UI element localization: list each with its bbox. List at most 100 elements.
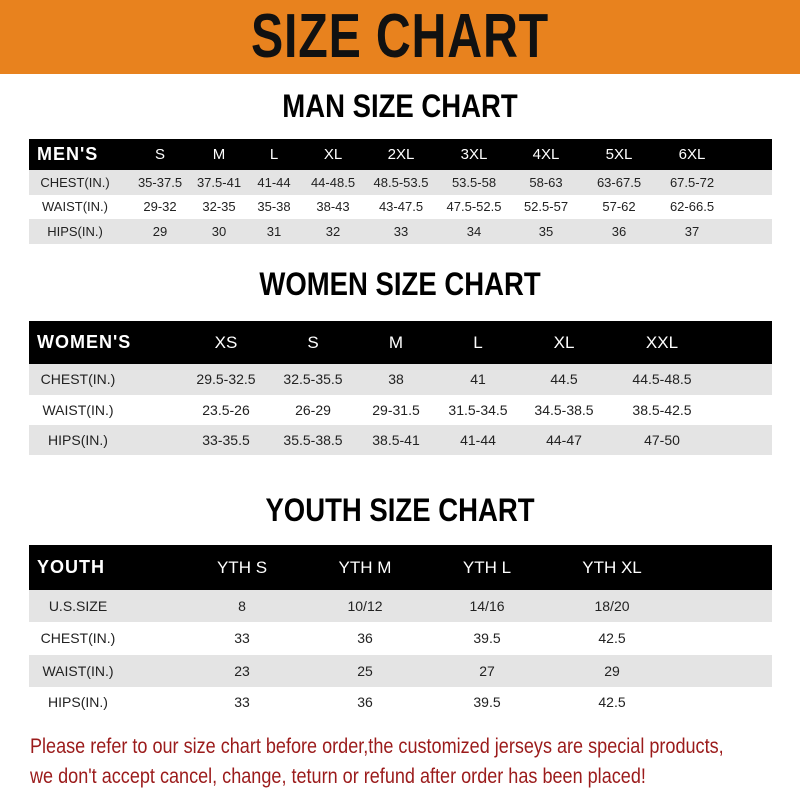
table-cell: 25 xyxy=(357,663,373,679)
size-header-cell: 6XL xyxy=(678,146,706,163)
size-header-cell: XL xyxy=(553,333,575,352)
table-cell: 43-47.5 xyxy=(378,199,424,214)
table-row: CHEST(IN.) 29.5-32.5 32.5-35.5 38 41 44.5 44.5… xyxy=(29,364,772,395)
table-row: WAIST(IN.) 29-32 32-35 35-38 38-43 43-47.5 47.… xyxy=(29,195,772,219)
table-header-row: MEN'S S M L XL 2XL 3XL 4XL 5XL 6XL xyxy=(29,139,772,170)
table-cell: 36 xyxy=(357,630,373,646)
table-cell: 44-48.5 xyxy=(310,175,356,190)
size-header-cell: S xyxy=(154,146,166,163)
table-cell: 29 xyxy=(152,224,168,239)
footer-notice-line-2: we don't accept cancel, change, teturn o… xyxy=(30,765,646,788)
table-cell: 52.5-57 xyxy=(523,199,569,214)
table-cell: 14/16 xyxy=(469,598,505,614)
table-cell: 35-37.5 xyxy=(137,175,183,190)
table-header-row: WOMEN'S XS S M L XL XXL xyxy=(29,321,772,364)
table-cell: 26-29 xyxy=(295,402,331,418)
table-cell: 41-44 xyxy=(460,432,496,448)
size-header-cell: 5XL xyxy=(605,146,633,163)
measurement-label: CHEST(IN.) xyxy=(40,175,110,190)
table-cell: 31 xyxy=(266,224,282,239)
table-cell: 58-63 xyxy=(529,175,563,190)
youth-section-title: YOUTH SIZE CHART xyxy=(265,492,535,528)
table-cell: 18/20 xyxy=(594,598,630,614)
measurement-label: CHEST(IN.) xyxy=(40,371,116,387)
table-row: WAIST(IN.) 23.5-26 26-29 29-31.5 31.5-34.5 34… xyxy=(29,395,772,425)
size-header-cell: YTH L xyxy=(462,558,512,577)
table-cell: 48.5-53.5 xyxy=(373,175,429,190)
size-header-cell: 2XL xyxy=(387,146,415,163)
table-cell: 38.5-42.5 xyxy=(632,402,692,418)
table-cell: 34.5-38.5 xyxy=(534,402,594,418)
table-cell: 23.5-26 xyxy=(202,402,250,418)
table-row: HIPS(IN.) 33 36 39.5 42.5 xyxy=(29,687,772,718)
table-cell: 29-32 xyxy=(143,199,177,214)
table-cell: 39.5 xyxy=(473,694,501,710)
table-cell: 32.5-35.5 xyxy=(283,371,343,387)
table-cell: 47-50 xyxy=(644,432,680,448)
table-cell: 27 xyxy=(479,663,495,679)
table-cell: 29-31.5 xyxy=(372,402,420,418)
size-header-cell: YTH XL xyxy=(582,558,642,577)
table-row: WAIST(IN.) 23 25 27 29 xyxy=(29,655,772,687)
table-cell: 38-43 xyxy=(316,199,350,214)
table-cell: 32-35 xyxy=(202,199,236,214)
table-cell: 33 xyxy=(393,224,409,239)
size-header-cell: YTH S xyxy=(216,558,268,577)
table-cell: 33-35.5 xyxy=(202,432,250,448)
table-title-cell: YOUTH xyxy=(37,557,105,577)
table-header-row: YOUTH YTH S YTH M YTH L YTH XL xyxy=(29,545,772,590)
size-header-cell: YTH M xyxy=(338,558,392,577)
size-header-cell: XS xyxy=(214,333,238,352)
table-cell: 30 xyxy=(211,224,227,239)
banner: SIZE CHART xyxy=(0,0,800,74)
measurement-label: HIPS(IN.) xyxy=(48,432,108,448)
measurement-label: CHEST(IN.) xyxy=(40,630,116,646)
table-cell: 47.5-52.5 xyxy=(446,199,502,214)
table-cell: 35 xyxy=(538,224,554,239)
table-cell: 35.5-38.5 xyxy=(283,432,343,448)
table-row: HIPS(IN.) 33-35.5 35.5-38.5 38.5-41 41-44 44-… xyxy=(29,425,772,455)
footer-notice-line-1: Please refer to our size chart before or… xyxy=(30,735,724,758)
table-cell: 41 xyxy=(470,371,486,387)
table-cell: 36 xyxy=(611,224,627,239)
table-row: CHEST(IN.) 33 36 39.5 42.5 xyxy=(29,622,772,655)
table-row: CHEST(IN.) 35-37.5 37.5-41 41-44 44-48.5 48.5… xyxy=(29,170,772,195)
measurement-label: HIPS(IN.) xyxy=(48,694,108,710)
size-header-cell: XXL xyxy=(645,333,679,352)
measurement-label: HIPS(IN.) xyxy=(47,224,103,239)
measurement-label: U.S.SIZE xyxy=(48,598,108,614)
size-header-cell: L xyxy=(269,146,279,163)
table-cell: 33 xyxy=(234,630,250,646)
measurement-label: WAIST(IN.) xyxy=(42,663,114,679)
size-header-cell: M xyxy=(388,333,404,352)
table-cell: 33 xyxy=(234,694,250,710)
table-cell: 67.5-72 xyxy=(669,175,715,190)
table-cell: 39.5 xyxy=(473,630,501,646)
table-cell: 42.5 xyxy=(598,630,626,646)
size-header-cell: 4XL xyxy=(532,146,560,163)
table-title-cell: MEN'S xyxy=(37,144,99,164)
table-row: HIPS(IN.) 29 30 31 32 33 34 35 36 37 xyxy=(29,219,772,244)
table-cell: 41-44 xyxy=(257,175,291,190)
table-cell: 23 xyxy=(234,663,250,679)
table-cell: 34 xyxy=(466,224,482,239)
measurement-label: WAIST(IN.) xyxy=(42,402,114,418)
table-cell: 35-38 xyxy=(257,199,291,214)
size-header-cell: 3XL xyxy=(460,146,488,163)
table-cell: 62-66.5 xyxy=(669,199,715,214)
table-cell: 36 xyxy=(357,694,373,710)
table-cell: 57-62 xyxy=(602,199,636,214)
table-cell: 8 xyxy=(238,598,246,614)
size-header-cell: XL xyxy=(323,146,343,163)
table-cell: 31.5-34.5 xyxy=(448,402,508,418)
table-cell: 38.5-41 xyxy=(372,432,420,448)
table-cell: 37.5-41 xyxy=(196,175,242,190)
page-title: SIZE CHART xyxy=(251,2,549,71)
table-cell: 38 xyxy=(388,371,404,387)
table-cell: 44-47 xyxy=(546,432,582,448)
table-cell: 42.5 xyxy=(598,694,626,710)
table-cell: 29 xyxy=(604,663,620,679)
table-cell: 44.5 xyxy=(550,371,578,387)
table-cell: 53.5-58 xyxy=(451,175,497,190)
measurement-label: WAIST(IN.) xyxy=(42,199,108,214)
